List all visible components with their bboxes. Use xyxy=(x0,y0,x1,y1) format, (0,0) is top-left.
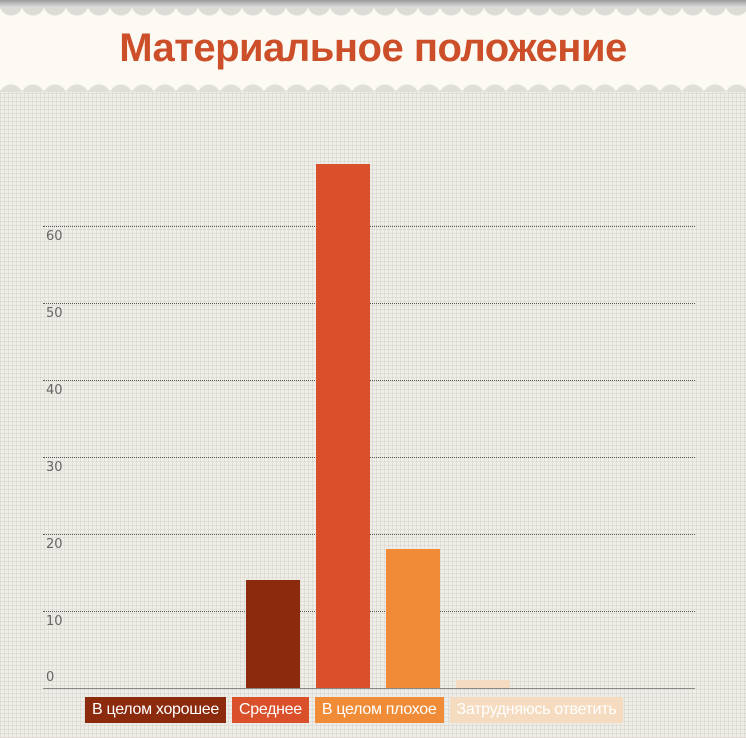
legend-item[interactable]: В целом плохое xyxy=(314,697,444,723)
y-tick-label: 60 xyxy=(46,229,63,244)
legend-item[interactable]: Среднее xyxy=(231,697,309,723)
bar[interactable] xyxy=(386,549,440,688)
scallop-decoration-bottom xyxy=(0,78,746,92)
bar[interactable] xyxy=(246,580,300,688)
bar[interactable] xyxy=(316,164,370,688)
legend-item[interactable]: В целом хорошее xyxy=(85,697,226,723)
y-tick-label: 10 xyxy=(46,614,63,629)
y-tick-label: 50 xyxy=(46,306,63,321)
legend: В целом хорошее Среднее В целом плохое Затр… xyxy=(85,697,624,723)
y-tick-label: 0 xyxy=(46,670,55,685)
x-axis-baseline xyxy=(43,688,695,689)
legend-item[interactable]: Затрудняюсь ответить xyxy=(449,697,624,723)
y-tick-label: 20 xyxy=(46,537,63,552)
bar[interactable] xyxy=(456,680,510,688)
y-tick-label: 30 xyxy=(46,460,63,475)
scallop-decoration-top xyxy=(0,8,746,22)
chart-title: Материальное положение xyxy=(119,26,627,70)
y-tick-label: 40 xyxy=(46,383,63,398)
top-border xyxy=(0,0,746,8)
